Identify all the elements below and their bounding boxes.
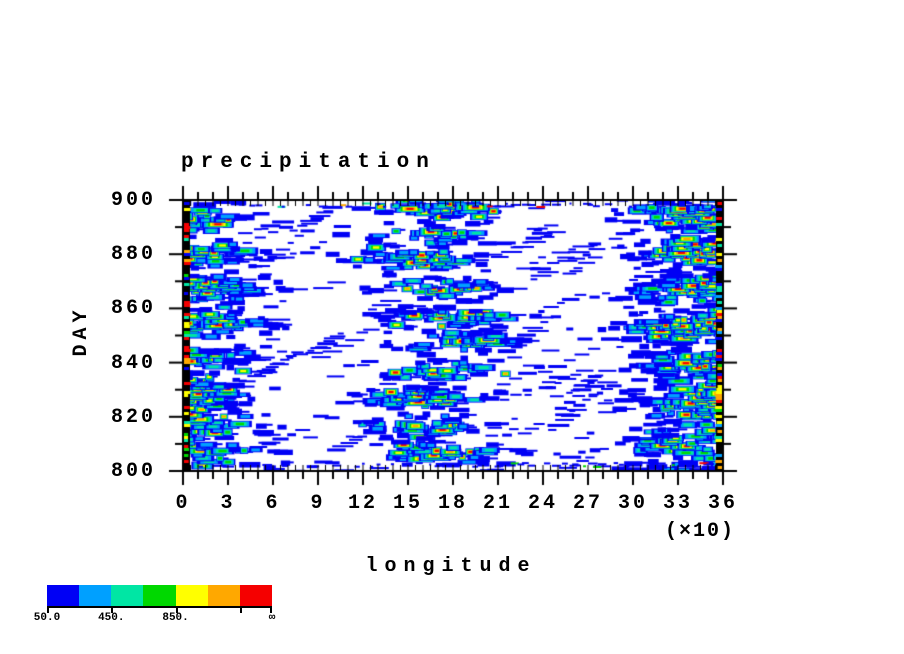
colorbar-swatch bbox=[175, 585, 208, 606]
y-tick-label: 900 bbox=[110, 189, 156, 212]
x-tick-label: 3 bbox=[220, 492, 236, 515]
x-tick-label: 6 bbox=[265, 492, 281, 515]
colorbar-tick bbox=[175, 608, 178, 613]
colorbar-value-label: 850. bbox=[162, 612, 189, 624]
colorbar-swatch bbox=[143, 585, 176, 606]
chart-title: precipitation bbox=[181, 151, 436, 174]
x-tick-label: 24 bbox=[527, 492, 559, 515]
colorbar-swatch bbox=[47, 585, 80, 606]
colorbar-tick bbox=[47, 608, 49, 613]
colorbar-tick bbox=[270, 608, 272, 613]
y-tick-label: 800 bbox=[110, 460, 156, 483]
colorbar-tick bbox=[111, 608, 114, 613]
colorbar bbox=[47, 585, 272, 608]
x-axis-unit-note: (×10) bbox=[664, 520, 735, 543]
x-tick-label: 12 bbox=[347, 492, 379, 515]
y-tick-label: 820 bbox=[110, 405, 156, 429]
y-axis-title: DAY bbox=[70, 305, 93, 357]
x-tick-label: 15 bbox=[392, 492, 424, 515]
y-tick-label: 880 bbox=[110, 243, 156, 267]
x-tick-label: 33 bbox=[662, 492, 694, 515]
x-axis-title: longitude bbox=[365, 555, 537, 578]
y-tick-label: 840 bbox=[110, 351, 156, 375]
y-tick-label: 860 bbox=[110, 297, 156, 321]
x-tick-label: 27 bbox=[572, 492, 604, 515]
colorbar-swatch bbox=[207, 585, 240, 606]
colorbar-swatch bbox=[79, 585, 112, 606]
x-tick-label: 30 bbox=[617, 492, 649, 515]
x-tick-label: 18 bbox=[437, 492, 469, 515]
colorbar-value-label: ∞ bbox=[268, 612, 276, 624]
colorbar-swatch bbox=[239, 585, 272, 606]
x-tick-label: 36 bbox=[707, 492, 739, 515]
colorbar-value-label: 50.0 bbox=[33, 612, 61, 624]
x-tick-label: 9 bbox=[310, 492, 326, 515]
colorbar-swatch bbox=[111, 585, 144, 606]
x-tick-label: 21 bbox=[482, 492, 514, 515]
colorbar-value-label: 450. bbox=[98, 612, 125, 624]
x-tick-label: 0 bbox=[175, 492, 191, 515]
colorbar-tick bbox=[239, 608, 242, 613]
